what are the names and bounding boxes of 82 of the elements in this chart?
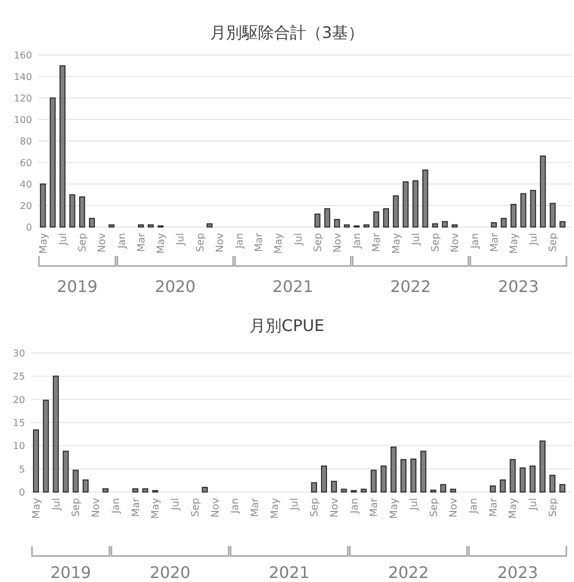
x-tick-label: Jul xyxy=(408,498,420,512)
x-tick-label: May xyxy=(270,498,281,519)
text: 2020 xyxy=(150,563,190,582)
x-tick-label: May xyxy=(274,232,285,254)
x-tick-label: Mar xyxy=(250,497,261,517)
x-tick-label: Jul xyxy=(58,233,70,246)
x-tick-label: Nov xyxy=(210,498,222,518)
y-tick-label: 15 xyxy=(12,418,25,429)
y-tick-label: 80 xyxy=(20,136,32,148)
text: 2022 xyxy=(388,563,429,582)
x-tick-label: Sep xyxy=(428,498,440,517)
x-tick-label: Jan xyxy=(468,498,480,514)
text: 2021 xyxy=(268,563,310,582)
x-tick-label: May xyxy=(508,232,520,254)
x-tick-label: Mar xyxy=(369,497,380,517)
y-tick-label: 60 xyxy=(20,158,32,169)
y-tick-label: 120 xyxy=(14,94,32,104)
x-tick-label: Nov xyxy=(332,232,344,253)
x-tick-label: Sep xyxy=(312,233,324,252)
x-tick-label: May xyxy=(389,498,400,519)
x-tick-label: May xyxy=(156,232,168,254)
x-tick-label: Nov xyxy=(448,498,460,518)
x-tick-label: May xyxy=(508,498,520,519)
x-tick-label: Sep xyxy=(190,498,202,517)
y-tick-label: 0 xyxy=(26,222,32,234)
chart-title: 月別駆除合計（3基） xyxy=(210,23,364,42)
y-tick-label: 0 xyxy=(18,488,25,498)
x-tick-label: Sep xyxy=(548,498,559,517)
x-tick-label: Jul xyxy=(528,233,540,246)
x-tick-label: Jul xyxy=(51,498,62,512)
x-tick-label: Sep xyxy=(195,233,206,252)
x-tick-label: Jan xyxy=(110,498,122,514)
x-tick-label: Jul xyxy=(290,498,301,512)
x-tick-label: Mar xyxy=(489,232,500,252)
text: 2019 xyxy=(56,277,98,296)
x-tick-label: Jan xyxy=(234,233,246,250)
y-tick-label: 25 xyxy=(12,372,25,383)
x-tick-label: Jul xyxy=(410,233,422,246)
text: 2021 xyxy=(272,277,314,296)
x-tick-label: Nov xyxy=(91,498,102,518)
y-tick-label: 10 xyxy=(12,441,25,452)
x-tick-label: May xyxy=(31,498,42,519)
text: 2023 xyxy=(498,277,539,296)
x-tick-label: May xyxy=(150,498,162,519)
y-tick-label: 30 xyxy=(12,348,25,360)
x-tick-label: Jul xyxy=(176,233,187,246)
x-tick-label: Sep xyxy=(310,498,321,517)
y-tick-label: 100 xyxy=(14,115,32,126)
x-tick-label: Sep xyxy=(548,233,560,252)
x-tick-label: Jan xyxy=(352,233,364,250)
x-tick-label: Jan xyxy=(349,498,360,514)
x-tick-label: Mar xyxy=(372,232,383,252)
x-tick-label: Jan xyxy=(116,233,128,250)
text: 2019 xyxy=(50,563,92,582)
text: 2022 xyxy=(390,277,431,296)
x-tick-label: Nov xyxy=(450,232,462,253)
y-tick-label: 40 xyxy=(20,180,32,190)
x-tick-label: Nov xyxy=(329,498,340,518)
y-tick-label: 160 xyxy=(14,50,32,62)
x-tick-label: Jan xyxy=(230,498,242,514)
x-tick-label: Mar xyxy=(136,232,148,252)
y-tick-label: 5 xyxy=(18,464,25,476)
chart-title: 月別CPUE xyxy=(250,316,324,335)
y-tick-label: 140 xyxy=(14,72,32,83)
x-tick-label: Jul xyxy=(170,498,182,512)
x-tick-label: Mar xyxy=(488,497,500,517)
x-tick-label: Nov xyxy=(97,232,108,253)
x-tick-label: Sep xyxy=(78,233,89,252)
x-tick-label: Jul xyxy=(528,498,540,512)
x-tick-label: Jul xyxy=(293,233,304,246)
x-tick-label: May xyxy=(38,232,50,254)
x-tick-label: Jan xyxy=(470,233,481,250)
x-tick-label: Sep xyxy=(430,233,442,252)
text: 2020 xyxy=(154,277,196,296)
x-tick-label: Nov xyxy=(214,232,226,253)
text: 2023 xyxy=(497,563,538,582)
x-tick-label: May xyxy=(391,232,402,254)
y-tick-label: 20 xyxy=(20,201,32,212)
x-tick-label: Mar xyxy=(130,497,142,517)
x-tick-label: Mar xyxy=(254,232,266,252)
y-tick-label: 20 xyxy=(12,394,25,406)
x-tick-label: Sep xyxy=(71,498,82,517)
